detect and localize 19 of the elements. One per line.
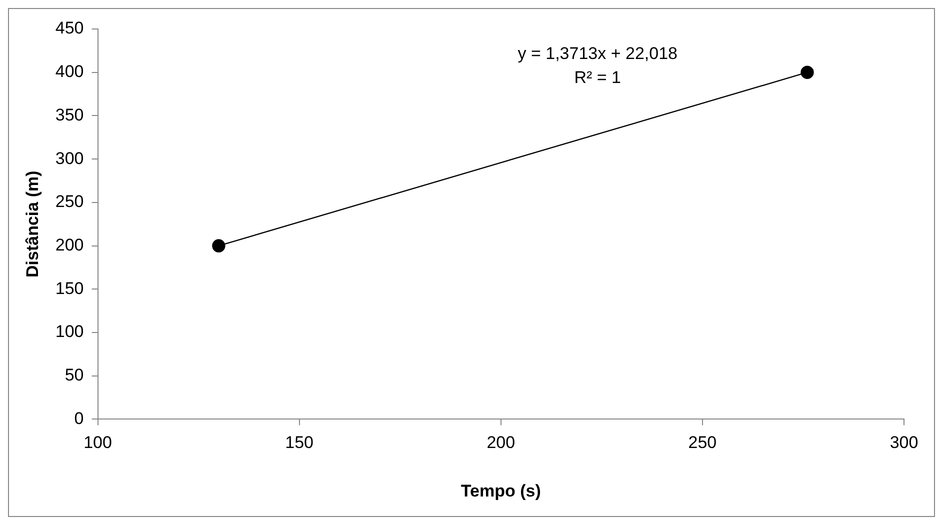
annotation: R² = 1 bbox=[574, 68, 622, 87]
x-tick-label: 150 bbox=[285, 433, 314, 452]
y-tick-label: 300 bbox=[55, 148, 84, 168]
x-tick-label: 250 bbox=[688, 433, 717, 452]
x-axis-title: Tempo (s) bbox=[460, 481, 541, 500]
x-tick-label: 200 bbox=[486, 433, 516, 452]
y-tick-label: 400 bbox=[55, 62, 84, 82]
y-tick-label: 100 bbox=[55, 322, 84, 342]
y-tick-label: 50 bbox=[64, 366, 84, 385]
x-tick-label: 100 bbox=[84, 433, 112, 452]
y-tick-label: 450 bbox=[55, 18, 84, 38]
y-tick-label: 350 bbox=[55, 105, 84, 124]
y-tick-label: 200 bbox=[55, 235, 84, 254]
y-tick-label: 250 bbox=[55, 192, 84, 212]
annotation: y = 1,3713x + 22,018 bbox=[518, 44, 678, 63]
x-tick-label: 300 bbox=[890, 433, 918, 452]
y-axis-title: Distância (m) bbox=[22, 170, 42, 278]
y-tick-label: 150 bbox=[55, 278, 84, 298]
y-tick-label: 0 bbox=[74, 408, 84, 428]
